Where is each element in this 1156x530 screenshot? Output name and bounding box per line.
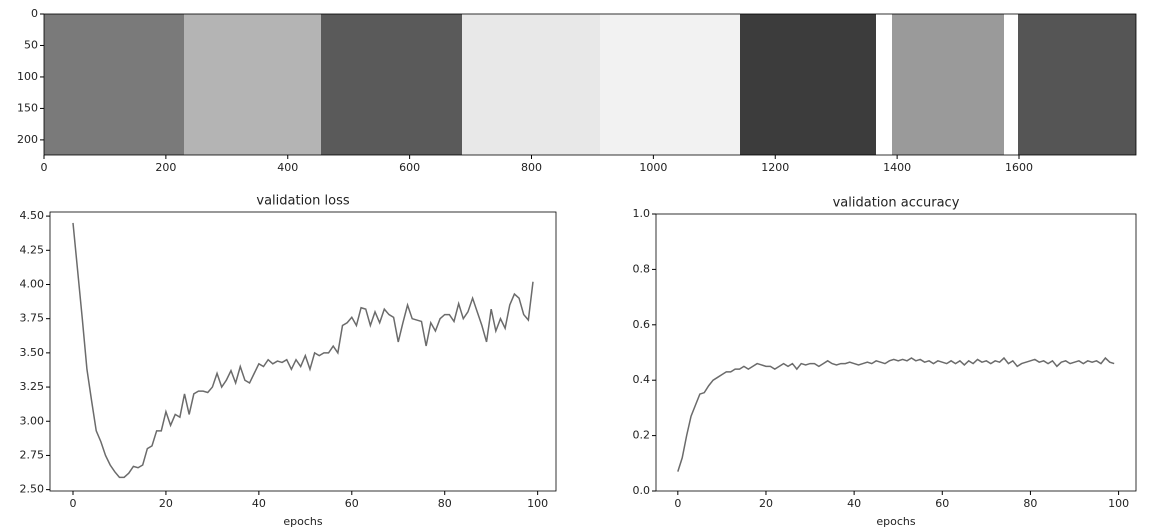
page: 0200400600800100012001400160005010015020…: [0, 0, 1156, 530]
image-tile: [462, 14, 600, 155]
image-tile: [600, 14, 740, 155]
y-tick-label: 4.50: [20, 209, 45, 222]
y-tick-label: 50: [24, 38, 38, 51]
x-axis-label: epochs: [283, 515, 322, 528]
x-tick-label: 100: [1108, 497, 1129, 510]
x-tick-label: 400: [277, 161, 298, 174]
image-tile: [44, 14, 184, 155]
x-tick-label: 60: [345, 497, 359, 510]
image-tile: [876, 14, 892, 155]
chart-title: validation loss: [256, 194, 349, 209]
x-tick-label: 40: [252, 497, 266, 510]
image-tile: [321, 14, 462, 155]
x-tick-label: 0: [70, 497, 77, 510]
image-strip: [44, 14, 1136, 155]
image-tile: [740, 14, 876, 155]
y-tick-label: 3.50: [20, 346, 45, 359]
axes-frame: [50, 212, 556, 491]
image-tile: [892, 14, 1004, 155]
image-tile: [1004, 14, 1018, 155]
y-tick-label: 2.50: [20, 483, 45, 496]
x-tick-label: 1600: [1005, 161, 1033, 174]
y-tick-label: 150: [17, 101, 38, 114]
x-tick-label: 1200: [761, 161, 789, 174]
x-tick-label: 20: [159, 497, 173, 510]
figure: 0200400600800100012001400160005010015020…: [0, 0, 1156, 530]
x-tick-label: 40: [847, 497, 861, 510]
y-tick-label: 3.75: [20, 312, 45, 325]
y-tick-label: 0.8: [633, 262, 651, 275]
y-tick-label: 4.00: [20, 277, 45, 290]
x-tick-label: 200: [155, 161, 176, 174]
line: [73, 223, 533, 477]
image-tile: [1018, 14, 1136, 155]
y-tick-label: 0: [31, 7, 38, 20]
y-tick-label: 3.00: [20, 414, 45, 427]
y-tick-label: 2.75: [20, 448, 45, 461]
image-tile: [184, 14, 321, 155]
x-tick-label: 0: [674, 497, 681, 510]
y-tick-label: 200: [17, 133, 38, 146]
y-tick-label: 0.0: [633, 484, 651, 497]
line: [678, 358, 1114, 472]
x-tick-label: 1400: [883, 161, 911, 174]
x-tick-label: 20: [759, 497, 773, 510]
x-tick-label: 80: [1023, 497, 1037, 510]
x-tick-label: 80: [438, 497, 452, 510]
y-tick-label: 100: [17, 70, 38, 83]
y-tick-label: 1.0: [633, 207, 651, 220]
y-tick-label: 0.4: [633, 373, 651, 386]
x-tick-label: 1000: [639, 161, 667, 174]
x-tick-label: 0: [41, 161, 48, 174]
x-tick-label: 800: [521, 161, 542, 174]
chart-title: validation accuracy: [833, 196, 960, 211]
y-tick-label: 4.25: [20, 243, 45, 256]
axes-frame: [656, 214, 1136, 491]
y-tick-label: 0.2: [633, 429, 651, 442]
x-tick-label: 60: [935, 497, 949, 510]
y-tick-label: 3.25: [20, 380, 45, 393]
x-axis-label: epochs: [876, 515, 915, 528]
x-tick-label: 100: [527, 497, 548, 510]
x-tick-label: 600: [399, 161, 420, 174]
y-tick-label: 0.6: [633, 318, 651, 331]
